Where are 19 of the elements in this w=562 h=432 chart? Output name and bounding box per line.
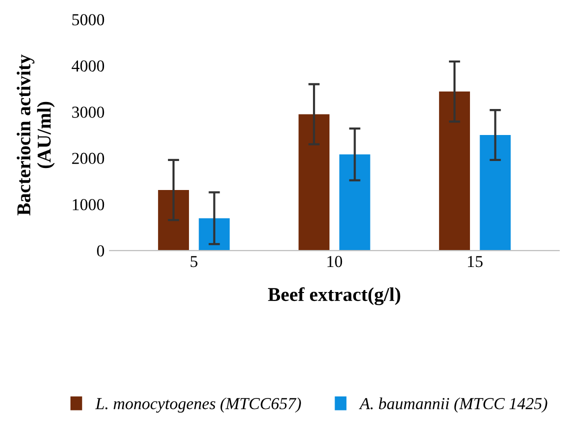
- x-tick-label: 10: [328, 256, 342, 268]
- y-tick-label: 2000: [72, 152, 104, 164]
- bar: [298, 114, 330, 251]
- x-axis-title: Beef extract(g/l): [268, 287, 400, 306]
- y-tick-label: 1000: [72, 199, 104, 210]
- bar: [339, 154, 370, 251]
- x-tick-label: 5: [190, 256, 198, 268]
- bar: [480, 135, 511, 251]
- y-tick-label: 5000: [72, 14, 104, 26]
- legend-label: A. baumannii (MTCC 1425): [358, 398, 548, 413]
- y-tick-label: 4000: [72, 60, 104, 72]
- y-axis-title: Bacteriocin activity (AU/ml): [16, 54, 55, 216]
- x-tick-label: 15: [468, 256, 483, 268]
- bar: [158, 190, 189, 251]
- y-tick-label: 0: [97, 245, 104, 257]
- bar: [198, 218, 230, 251]
- y-tick-label: 3000: [72, 106, 104, 118]
- legend-label: L. monocytogenes (MTCC657): [95, 398, 301, 413]
- bar: [439, 92, 470, 251]
